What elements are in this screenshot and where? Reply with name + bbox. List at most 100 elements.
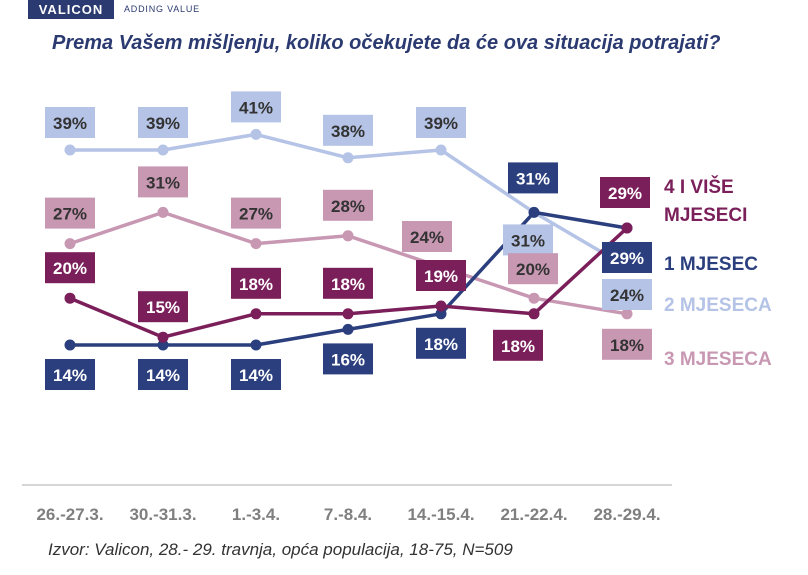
data-label-text: 14% — [53, 366, 87, 385]
data-point — [342, 230, 354, 242]
data-label-text: 20% — [516, 260, 550, 279]
x-tick-label: 26.-27.3. — [36, 505, 103, 524]
data-point — [64, 292, 76, 304]
legend-series-2-mjeseca: 2 MJESECA — [664, 295, 772, 316]
data-label-text: 27% — [53, 205, 87, 224]
data-point — [621, 222, 633, 234]
data-label-box — [508, 162, 558, 194]
data-label: 39% — [45, 107, 95, 138]
logo-text: VALICON — [38, 2, 104, 17]
data-label-text: 27% — [239, 205, 273, 224]
data-point — [621, 308, 633, 320]
data-label: 14% — [138, 359, 188, 390]
data-label: 24% — [602, 279, 652, 310]
data-label-text: 31% — [516, 169, 550, 188]
data-label: 16% — [323, 343, 373, 375]
data-label-text: 18% — [424, 335, 458, 354]
data-label-box — [600, 177, 650, 208]
data-label-box — [402, 221, 452, 252]
data-label-text: 29% — [610, 249, 644, 268]
data-point — [342, 152, 354, 164]
legend-series-1-mjesec: 1 MJESEC — [664, 254, 758, 275]
data-label: 19% — [416, 260, 466, 291]
data-label-box — [503, 224, 553, 256]
data-label-box — [323, 114, 373, 146]
data-label-text: 18% — [610, 336, 644, 355]
data-label-text: 19% — [424, 267, 458, 286]
data-label-text: 20% — [53, 259, 87, 278]
data-label: 31% — [503, 224, 553, 256]
source-note: Izvor: Valicon, 28.- 29. travnja, opća p… — [48, 540, 513, 559]
data-point — [64, 144, 76, 156]
data-label-box — [493, 329, 543, 361]
series-3-mjeseca — [64, 206, 633, 320]
data-label: 18% — [231, 267, 281, 299]
data-label-box — [138, 107, 188, 138]
data-label-box — [138, 166, 188, 198]
data-point — [157, 339, 169, 351]
data-label: 27% — [231, 197, 281, 229]
data-label-box — [45, 252, 95, 284]
x-tick-label: 14.-15.4. — [407, 505, 474, 524]
data-label-box — [45, 197, 95, 229]
legend-series-4-i-vise-mjeseci: 4 I VIŠE — [664, 176, 734, 198]
data-label: 39% — [416, 107, 466, 138]
data-point — [435, 308, 447, 320]
data-label-box — [231, 91, 281, 123]
data-label-text: 18% — [239, 275, 273, 294]
data-label-box — [602, 328, 652, 360]
data-label-box — [323, 343, 373, 375]
data-label-text: 18% — [331, 275, 365, 294]
data-label-text: 14% — [239, 366, 273, 385]
series-1-mjesec — [64, 206, 633, 351]
chart-title: Prema Vašem mišljenju, koliko očekujete … — [52, 32, 721, 54]
data-label: 15% — [138, 291, 188, 323]
data-label-box — [45, 107, 95, 138]
data-label: 27% — [45, 197, 95, 229]
data-label: 18% — [416, 327, 466, 359]
data-label: 38% — [323, 114, 373, 146]
data-point — [64, 238, 76, 250]
data-label-text: 38% — [331, 122, 365, 141]
data-label-box — [416, 327, 466, 359]
data-label-text: 39% — [53, 114, 87, 133]
data-label-box — [138, 359, 188, 390]
data-point — [342, 323, 354, 335]
series-4-i-vise-mjeseci — [64, 222, 633, 343]
data-label-text: 24% — [410, 228, 444, 247]
x-tick-label: 21.-22.4. — [500, 505, 567, 524]
data-label: 24% — [402, 221, 452, 252]
data-point — [157, 206, 169, 218]
valicon-logo: VALICON — [28, 0, 114, 19]
data-label: 14% — [45, 359, 95, 390]
x-tick-label: 30.-31.3. — [129, 505, 196, 524]
data-point — [528, 206, 540, 218]
x-tick-label: 7.-8.4. — [324, 505, 372, 524]
tagline: ADDING VALUE — [124, 4, 200, 14]
data-point — [250, 128, 262, 140]
data-label: 28% — [323, 189, 373, 221]
legend-series-4-i-vise-mjeseci: MJESECI — [664, 205, 747, 226]
data-label-text: 41% — [239, 98, 273, 117]
data-label-text: 31% — [146, 173, 180, 192]
data-label-box — [602, 242, 652, 273]
data-label: 41% — [231, 91, 281, 123]
data-label-box — [323, 189, 373, 221]
data-label-box — [231, 197, 281, 229]
data-point — [528, 292, 540, 304]
data-label: 20% — [508, 253, 558, 285]
data-label-text: 39% — [146, 114, 180, 133]
data-point — [250, 308, 262, 320]
data-label: 39% — [138, 107, 188, 138]
data-label-box — [45, 359, 95, 390]
data-label-box — [231, 267, 281, 299]
data-label: 29% — [602, 242, 652, 273]
data-label-text: 39% — [424, 114, 458, 133]
data-label-box — [323, 267, 373, 299]
x-tick-label: 1.-3.4. — [232, 505, 280, 524]
data-label-text: 28% — [331, 197, 365, 216]
data-label-text: 15% — [146, 298, 180, 317]
data-label: 18% — [493, 329, 543, 361]
data-label-box — [231, 359, 281, 390]
data-label-box — [416, 107, 466, 138]
